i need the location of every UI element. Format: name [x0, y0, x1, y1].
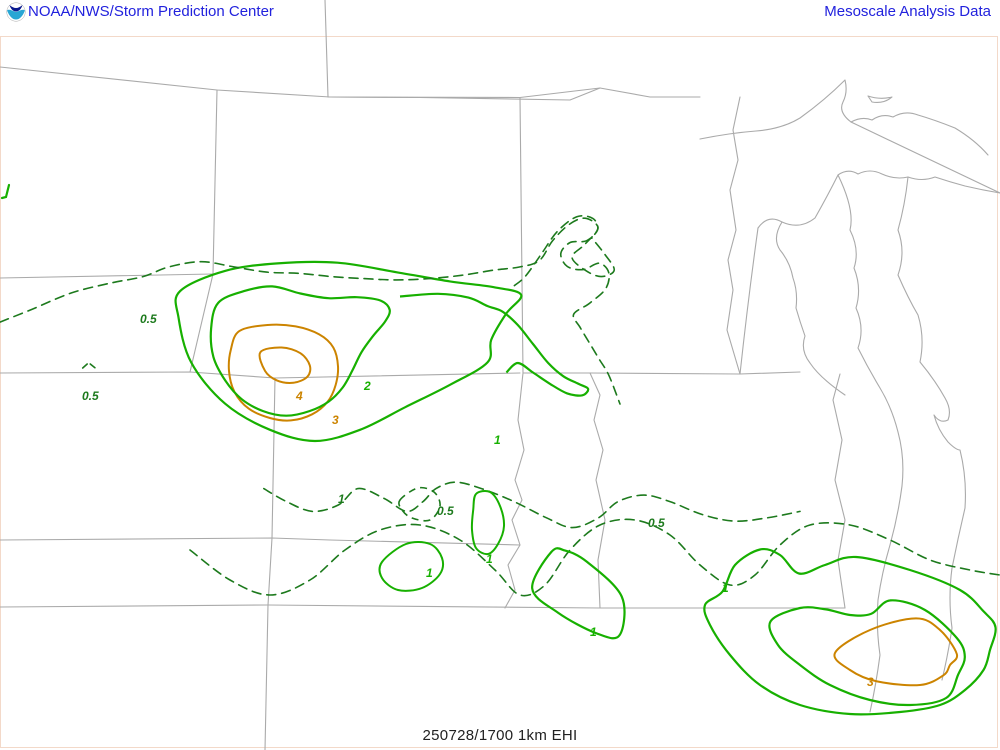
svg-text:0.5: 0.5 — [140, 312, 157, 326]
svg-text:3: 3 — [867, 675, 874, 689]
svg-text:1: 1 — [426, 566, 433, 580]
svg-text:1: 1 — [494, 433, 501, 447]
svg-text:0.5: 0.5 — [82, 389, 99, 403]
svg-text:4: 4 — [295, 389, 303, 403]
svg-text:1: 1 — [338, 492, 345, 506]
svg-text:0.5: 0.5 — [648, 516, 665, 530]
svg-text:3: 3 — [332, 413, 339, 427]
svg-text:2: 2 — [363, 379, 371, 393]
